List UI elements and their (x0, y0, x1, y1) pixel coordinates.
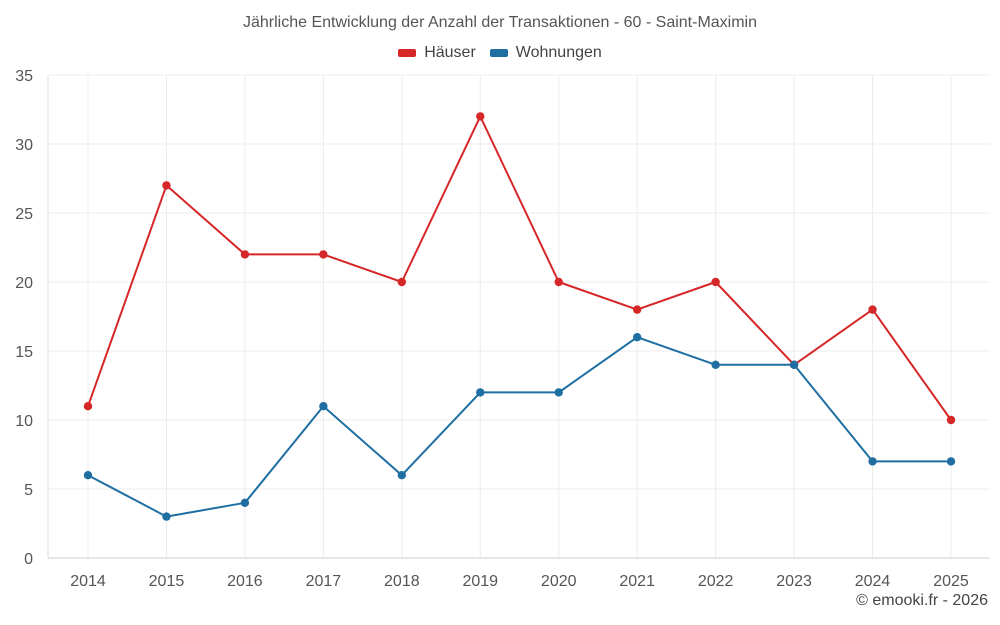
data-point-wohnungen-2025[interactable] (946, 457, 956, 466)
data-point-haeuser-2021[interactable] (632, 305, 642, 314)
x-tick-label-2021: 2021 (619, 573, 655, 590)
data-point-wohnungen-2014[interactable] (83, 471, 93, 480)
data-point-haeuser-2020[interactable] (554, 277, 563, 287)
y-tick-label-15: 15 (15, 344, 33, 361)
legend-label-wohnungen: Wohnungen (515, 44, 602, 61)
copyright-footer: © emooki.fr - 2026 (856, 592, 988, 609)
y-tick-label-25: 25 (15, 206, 33, 223)
legend-swatch-haeuser (398, 49, 417, 57)
series-line-haeuser (87, 115, 952, 421)
data-point-haeuser-2014[interactable] (83, 402, 93, 411)
y-tick-label-35: 35 (15, 68, 33, 85)
data-point-wohnungen-2022[interactable] (711, 360, 720, 369)
data-point-wohnungen-2021[interactable] (632, 333, 642, 342)
y-tick-label-10: 10 (15, 413, 33, 430)
y-tick-label-0: 0 (24, 551, 33, 568)
x-tick-label-2023: 2023 (776, 573, 812, 590)
y-tick-label-5: 5 (24, 482, 33, 499)
data-point-wohnungen-2023[interactable] (789, 360, 799, 369)
x-tick-label-2018: 2018 (384, 573, 420, 590)
y-tick-label-20: 20 (15, 275, 33, 292)
chart-title: Jährliche Entwicklung der Anzahl der Tra… (242, 14, 758, 31)
data-point-wohnungen-2016[interactable] (240, 498, 250, 507)
x-tick-label-2015: 2015 (149, 573, 185, 590)
legend-item-haeuser[interactable]: Häuser (398, 44, 476, 62)
x-tick-label-2020: 2020 (541, 573, 577, 590)
x-tick-label-2014: 2014 (70, 573, 106, 590)
legend-swatch-wohnungen (489, 49, 508, 57)
x-tick-label-2024: 2024 (855, 573, 891, 590)
data-point-haeuser-2024[interactable] (868, 305, 877, 314)
data-point-haeuser-2016[interactable] (240, 250, 250, 259)
data-point-haeuser-2019[interactable] (476, 112, 485, 121)
legend: Häuser Wohnungen (0, 44, 1000, 62)
data-point-haeuser-2025[interactable] (946, 415, 956, 425)
data-point-wohnungen-2015[interactable] (162, 512, 171, 521)
y-tick-label-30: 30 (15, 137, 33, 154)
x-tick-label-2022: 2022 (698, 573, 734, 590)
legend-label-haeuser: Häuser (424, 44, 476, 61)
data-point-wohnungen-2020[interactable] (554, 388, 563, 397)
data-point-haeuser-2015[interactable] (162, 181, 171, 190)
data-point-haeuser-2022[interactable] (711, 277, 720, 287)
data-point-wohnungen-2024[interactable] (868, 457, 877, 466)
x-tick-label-2025: 2025 (933, 573, 969, 590)
legend-item-wohnungen[interactable]: Wohnungen (489, 44, 602, 62)
data-point-haeuser-2018[interactable] (397, 277, 407, 287)
data-point-wohnungen-2019[interactable] (476, 388, 485, 397)
x-tick-label-2019: 2019 (462, 573, 498, 590)
data-point-haeuser-2017[interactable] (319, 250, 328, 259)
data-point-wohnungen-2017[interactable] (319, 402, 328, 411)
data-point-wohnungen-2018[interactable] (397, 471, 407, 480)
x-tick-label-2017: 2017 (306, 573, 342, 590)
x-tick-label-2016: 2016 (227, 573, 263, 590)
series-line-wohnungen (87, 336, 951, 518)
